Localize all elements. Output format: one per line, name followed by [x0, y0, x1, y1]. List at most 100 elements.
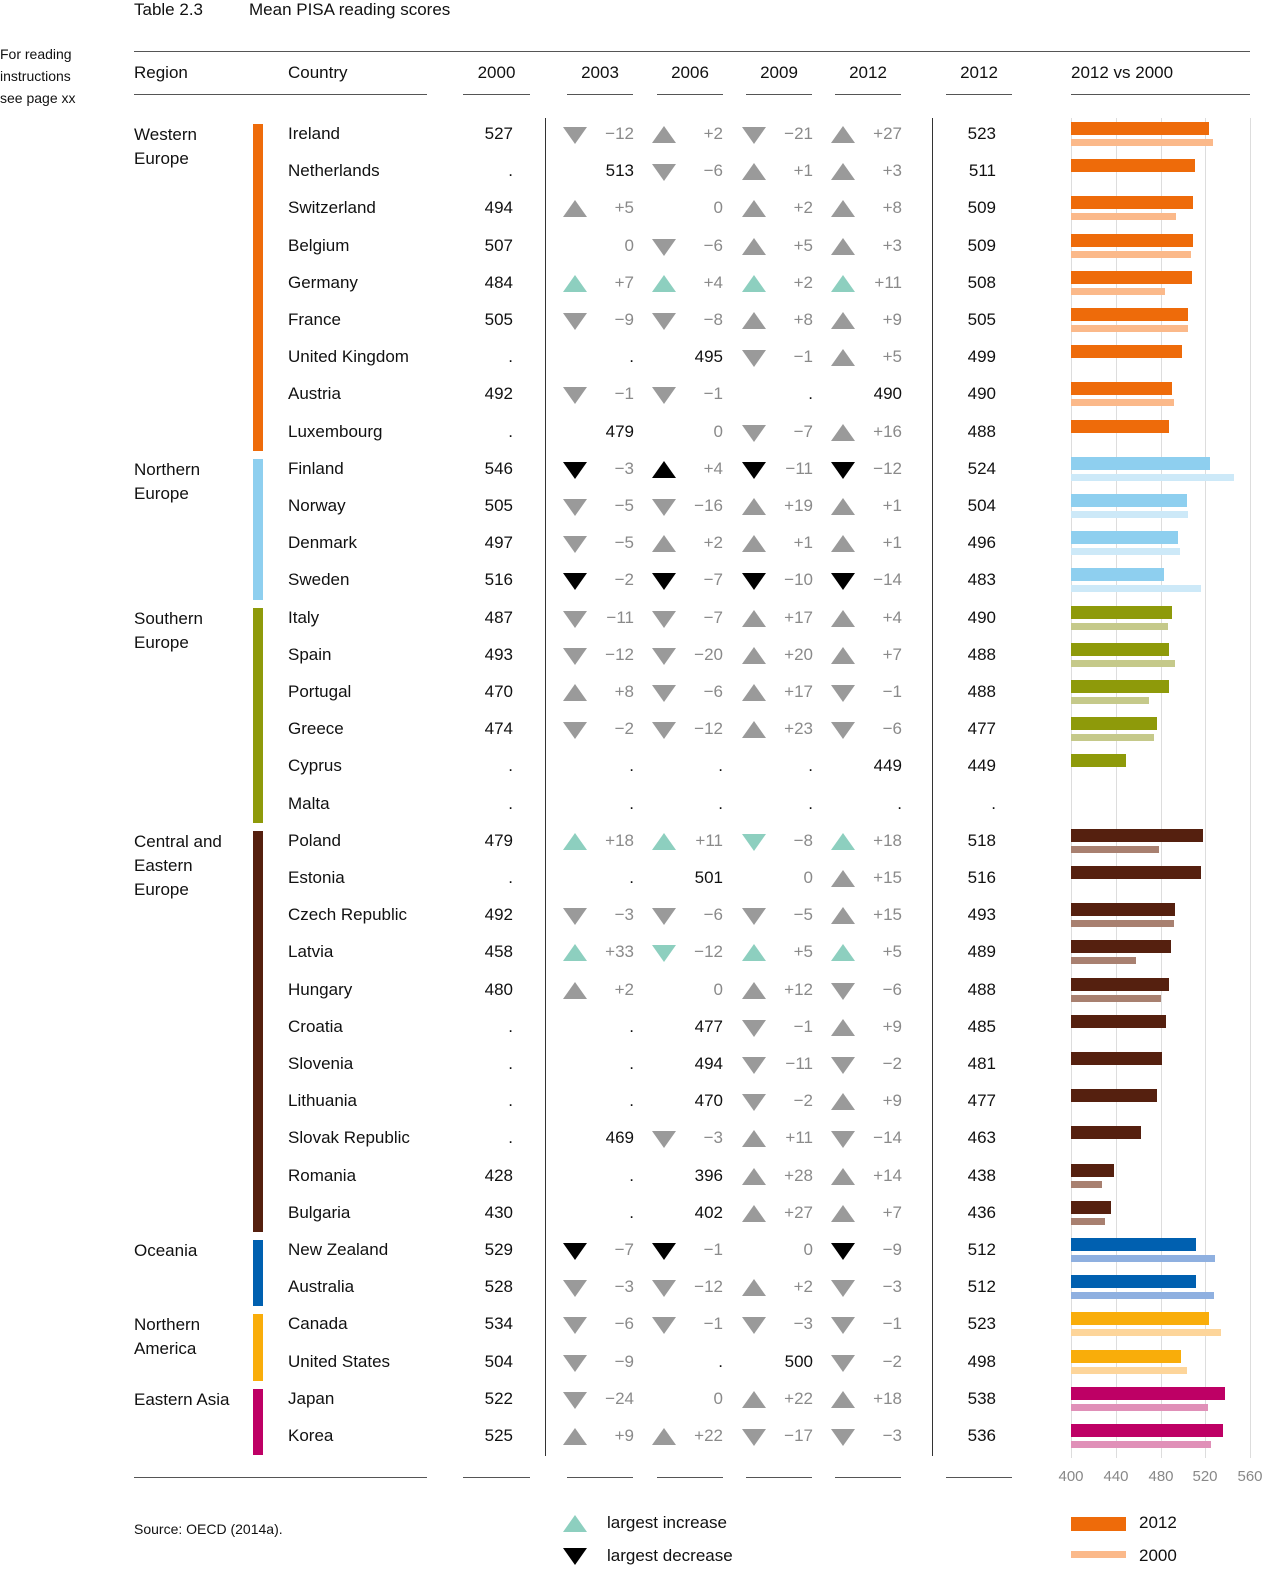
- change-value: −9: [614, 310, 634, 329]
- triangle-up-icon: [831, 312, 855, 329]
- change-value: +1: [793, 161, 813, 181]
- country-name: Sweden: [288, 570, 350, 590]
- bar-2012: [1071, 680, 1170, 693]
- change-value: .: [718, 756, 723, 776]
- legend-increase: largest increase: [607, 1513, 728, 1532]
- bar-2000: [1071, 585, 1201, 593]
- score-2000: 516: [484, 570, 513, 590]
- table-row: Romania 428. 396 +28 +14 438: [0, 1158, 1280, 1195]
- table-row: Netherlands. 513 −6 +1 +3 511: [0, 153, 1280, 190]
- change-value: +7: [882, 644, 902, 664]
- table-row: United States 504 −9. 500 −2 498: [0, 1344, 1280, 1381]
- table-row: Slovak Republic. 469 −3 +11 −14 463: [0, 1120, 1280, 1157]
- triangle-up-icon: [831, 832, 855, 850]
- score-2012: 538: [967, 1388, 996, 1408]
- table-row: Bulgaria 430. 402 +27 +7 436: [0, 1195, 1280, 1232]
- triangle-down-icon: [563, 387, 587, 405]
- table-row: Hungary 480 +2 0 +12 −6 488: [0, 972, 1280, 1009]
- change-value: .: [629, 347, 634, 367]
- change-value: +22: [694, 1426, 723, 1445]
- change-value: +22: [784, 1388, 813, 1408]
- change-value: −1: [882, 682, 902, 701]
- score-2000: 504: [484, 1351, 513, 1371]
- gridline: [1071, 118, 1072, 1458]
- bar-2000: [1071, 287, 1165, 295]
- triangle-down-icon: [831, 573, 855, 591]
- change-value: 494: [694, 1054, 723, 1073]
- score-2012: 523: [967, 1314, 996, 1334]
- score-2012: 481: [967, 1054, 996, 1073]
- triangle-down-icon: [742, 1094, 766, 1112]
- change-value: −12: [873, 458, 902, 478]
- triangle-down-icon: [652, 1131, 676, 1149]
- score-2012: 463: [967, 1128, 996, 1148]
- triangle-up-icon: [742, 1279, 766, 1297]
- table-row: France 505 −9 −8 +8 +9 505: [0, 302, 1280, 339]
- legend-2000: 2000: [1139, 1546, 1177, 1565]
- change-value: −8: [793, 830, 813, 850]
- country-name: Ireland: [288, 124, 340, 143]
- triangle-up-icon: [563, 1515, 587, 1532]
- gridline: [1161, 118, 1162, 1458]
- triangle-up-icon: [742, 163, 766, 181]
- score-2000: 493: [484, 644, 513, 664]
- bar-2012: [1071, 531, 1179, 545]
- country-name: Switzerland: [288, 198, 376, 218]
- change-value: −12: [694, 1277, 723, 1297]
- region-color-bar: [253, 124, 263, 451]
- change-value: +2: [614, 979, 634, 999]
- change-value: −2: [614, 570, 634, 590]
- score-2012: 436: [967, 1202, 996, 1222]
- change-value: 501: [694, 868, 723, 887]
- change-value: +7: [882, 1202, 902, 1222]
- country-name: Belgium: [288, 235, 350, 255]
- bar-2000: [1071, 399, 1174, 407]
- change-value: .: [629, 1016, 634, 1036]
- change-value: −20: [694, 644, 723, 664]
- triangle-up-icon: [742, 1204, 766, 1222]
- change-value: +9: [882, 1091, 902, 1111]
- change-value: +15: [873, 868, 902, 887]
- score-2000: .: [508, 1091, 513, 1111]
- change-value: .: [718, 793, 723, 813]
- legend-swatch-2000: [1071, 1551, 1126, 1558]
- change-value: −3: [614, 905, 634, 925]
- table-row: Cyprus.... 449 449: [0, 748, 1280, 785]
- table-row: New Zealand 529 −7 −1 0 −9 512: [0, 1232, 1280, 1269]
- triangle-up-icon: [831, 237, 855, 255]
- bar-2012: [1071, 717, 1158, 731]
- change-value: −6: [614, 1314, 634, 1334]
- table-title: Mean PISA reading scores: [249, 0, 451, 19]
- triangle-down-icon: [652, 238, 676, 256]
- triangle-down-icon: [742, 461, 766, 479]
- score-2000: 474: [484, 719, 513, 739]
- change-value: +1: [882, 533, 902, 553]
- header-rule: [657, 94, 723, 95]
- table-row: Australia 528 −3 −12 +2 −3 512: [0, 1269, 1280, 1306]
- bar-2012: [1071, 754, 1126, 768]
- change-value: −3: [882, 1277, 902, 1297]
- score-2000: 480: [484, 979, 513, 999]
- triangle-up-icon: [563, 684, 587, 701]
- bar-2000: [1071, 920, 1174, 928]
- change-value: +4: [703, 272, 723, 292]
- score-2012: 509: [967, 235, 996, 255]
- score-2012: 477: [967, 1091, 996, 1111]
- bottom-rule: [463, 1477, 530, 1478]
- region-label: Oceania: [134, 1241, 198, 1260]
- change-value: −7: [703, 607, 723, 627]
- triangle-up-icon: [563, 832, 587, 850]
- triangle-down-icon: [563, 1280, 587, 1298]
- score-2000: .: [508, 1016, 513, 1036]
- region-color-bar: [253, 1314, 263, 1381]
- country-name: France: [288, 310, 341, 329]
- score-2000: .: [508, 868, 513, 887]
- change-value: −21: [784, 124, 813, 143]
- bar-2012: [1071, 642, 1170, 656]
- bar-2000: [1071, 957, 1136, 965]
- score-2012: 512: [967, 1240, 996, 1259]
- score-2000: 507: [484, 235, 513, 255]
- change-value: +11: [695, 830, 723, 850]
- triangle-up-icon: [831, 1018, 855, 1036]
- change-value: +1: [882, 496, 902, 515]
